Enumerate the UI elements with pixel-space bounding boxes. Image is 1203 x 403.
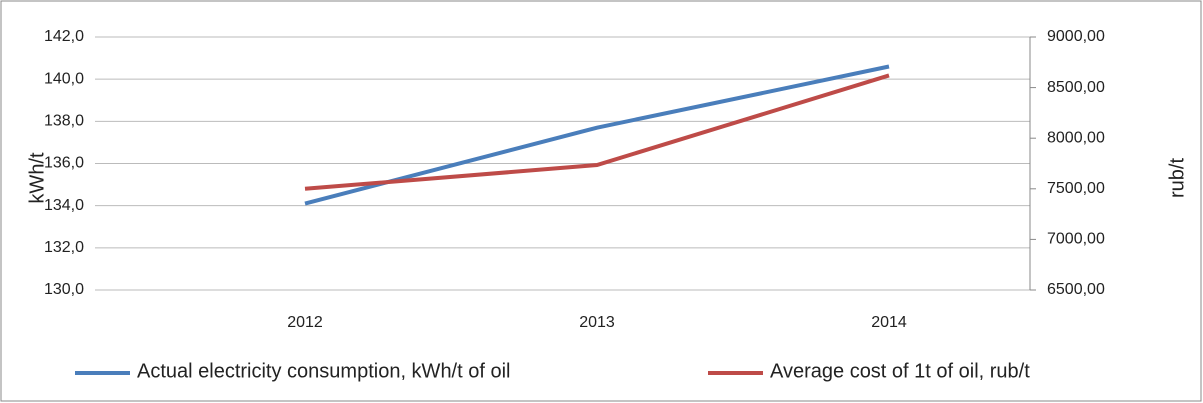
y-axis-label: kWh/t: [26, 152, 48, 204]
y-tick-label: 134,0: [44, 197, 84, 214]
legend-label: Average cost of 1t of oil, rub/t: [770, 360, 1030, 382]
x-tick-label: 2012: [287, 314, 323, 331]
y2-tick-label: 7000,00: [1047, 231, 1105, 248]
legend-label: Actual electricity consumption, kWh/t of…: [137, 360, 510, 382]
y2-tick-label: 8000,00: [1047, 129, 1105, 146]
y2-tick-label: 7500,00: [1047, 180, 1105, 197]
y-tick-label: 132,0: [44, 239, 84, 256]
y-tick-label: 130,0: [44, 281, 84, 298]
series-line: [304, 73, 890, 191]
x-tick-label: 2013: [579, 314, 615, 331]
y-tick-label: 140,0: [44, 70, 84, 87]
y2-tick-label: 8500,00: [1047, 79, 1105, 96]
series-line: [304, 64, 890, 206]
y2-axis-label: rub/t: [1166, 158, 1188, 198]
y2-tick-label: 9000,00: [1047, 28, 1105, 45]
y-tick-label: 142,0: [44, 28, 84, 45]
legend: Actual electricity consumption, kWh/t of…: [75, 360, 1030, 382]
x-tick-label: 2014: [871, 314, 907, 331]
y-tick-label: 136,0: [44, 155, 84, 172]
y2-tick-label: 6500,00: [1047, 281, 1105, 298]
y-tick-label: 138,0: [44, 113, 84, 130]
